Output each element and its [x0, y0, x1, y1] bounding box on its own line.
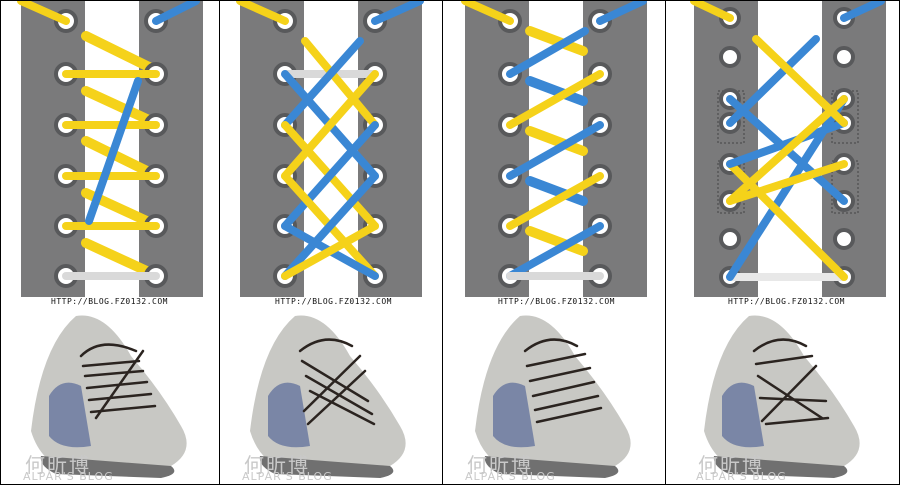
shoe-photo-2 — [250, 315, 406, 478]
shoe-photo-4 — [704, 315, 860, 478]
watermark-en: ALPAR'S BLOG — [242, 470, 333, 483]
eyelet-icon — [833, 46, 855, 68]
eyelet-icon — [719, 228, 741, 250]
panel-divider — [665, 1, 666, 484]
panel-1: HTTP://BLOG.FZ0132.COM 何昕博 ALPAR'S BLOG — [1, 1, 219, 484]
right-shoe-flap — [822, 1, 886, 297]
source-url: HTTP://BLOG.FZ0132.COM — [728, 297, 845, 306]
over-laces — [690, 1, 885, 281]
watermark-cn: 何昕博 — [244, 453, 310, 477]
over-laces — [461, 1, 647, 280]
under-laces — [525, 26, 588, 256]
over-laces — [17, 1, 200, 280]
eyelet-icon — [719, 46, 741, 68]
lacing-diagram-2 — [236, 1, 424, 297]
over-laces — [236, 1, 424, 280]
source-url: HTTP://BLOG.FZ0132.COM — [275, 297, 392, 306]
right-shoe-flap — [358, 1, 422, 297]
watermark-cn: 何昕博 — [467, 453, 533, 477]
lacing-diagram-1 — [17, 1, 203, 297]
watermark-en: ALPAR'S BLOG — [23, 470, 114, 483]
lacing-diagram-4 — [690, 1, 886, 297]
eyelet-icon — [833, 228, 855, 250]
shoe-photo-3 — [475, 315, 631, 478]
panel-3: HTTP://BLOG.FZ0132.COM 何昕博 ALPAR'S BLOG — [443, 1, 665, 484]
watermark-cn: 何昕博 — [698, 453, 764, 477]
watermark-cn: 何昕博 — [25, 453, 91, 477]
left-shoe-flap — [21, 1, 85, 297]
panel-divider — [442, 1, 443, 484]
right-shoe-flap — [139, 1, 203, 297]
panel-4: HTTP://BLOG.FZ0132.COM 何昕博 ALPAR'S BLOG — [666, 1, 899, 484]
panel-2: HTTP://BLOG.FZ0132.COM 何昕博 ALPAR'S BLOG — [220, 1, 442, 484]
right-shoe-flap — [583, 1, 647, 297]
shoe-photo-1 — [31, 315, 187, 478]
watermark-en: ALPAR'S BLOG — [465, 470, 556, 483]
watermark-en: ALPAR'S BLOG — [696, 470, 787, 483]
lacing-diagram-3 — [461, 1, 647, 297]
source-url: HTTP://BLOG.FZ0132.COM — [498, 297, 615, 306]
left-shoe-flap — [240, 1, 304, 297]
panel-divider — [219, 1, 220, 484]
left-shoe-flap — [465, 1, 529, 297]
source-url: HTTP://BLOG.FZ0132.COM — [51, 297, 168, 306]
